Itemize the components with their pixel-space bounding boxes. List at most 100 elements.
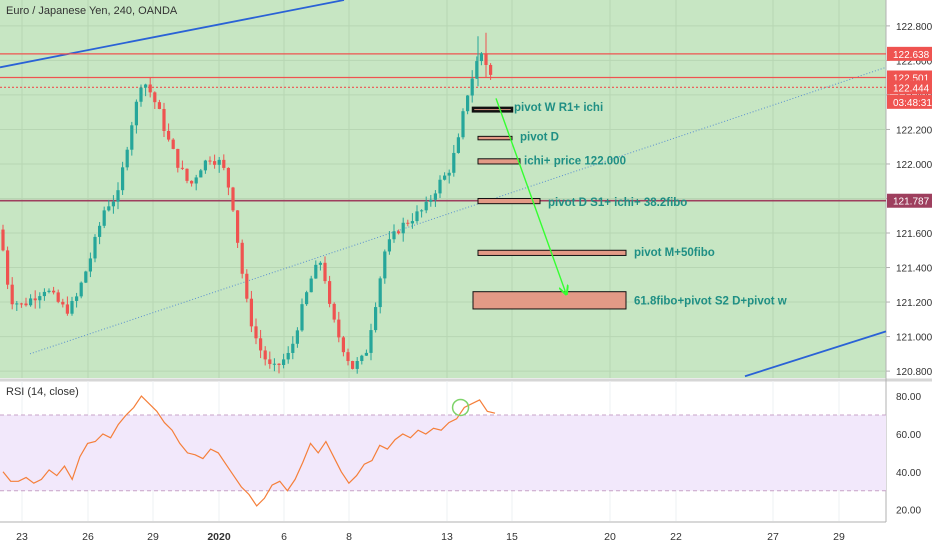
rsi-line bbox=[2, 395, 496, 507]
trend-line-1 bbox=[744, 330, 887, 378]
candle-body-57 bbox=[263, 350, 267, 360]
candle-body-77 bbox=[355, 360, 359, 369]
candle-body-31 bbox=[144, 84, 148, 88]
rsi-axis[interactable]: 80.00 60.00 40.00 20.00 bbox=[896, 392, 921, 517]
candle-body-67 bbox=[309, 278, 313, 293]
candle-body-91 bbox=[420, 210, 424, 212]
candle-body-60 bbox=[277, 363, 281, 366]
candle-body-48 bbox=[222, 159, 226, 168]
candle-body-83 bbox=[383, 251, 387, 279]
candle-body-52 bbox=[240, 242, 244, 274]
candle-body-10 bbox=[47, 290, 51, 292]
time-tick-label-1: 26 bbox=[82, 531, 94, 543]
candle-body-72 bbox=[332, 303, 336, 320]
candle-body-62 bbox=[286, 352, 290, 360]
annotation-text-3: pivot D S1+ ichi+ 38.2fibo bbox=[548, 197, 687, 209]
candle-body-34 bbox=[157, 102, 161, 109]
candle-body-15 bbox=[70, 300, 74, 314]
candle-body-7 bbox=[33, 298, 37, 301]
rsi-band-fill bbox=[0, 415, 886, 491]
candle-body-29 bbox=[134, 101, 138, 126]
candle-body-101 bbox=[466, 95, 470, 112]
price-pane[interactable] bbox=[0, 0, 886, 378]
rsi-series bbox=[2, 395, 496, 507]
candle-body-27 bbox=[125, 149, 129, 168]
candle-body-22 bbox=[102, 210, 106, 226]
price-tick-label-10: 120.800 bbox=[896, 367, 932, 378]
candle-body-71 bbox=[328, 281, 332, 304]
candle-body-24 bbox=[111, 201, 115, 207]
annotation-text-0: pivot W R1+ ichi bbox=[514, 102, 603, 114]
projection-arrow bbox=[495, 98, 566, 293]
candle-body-80 bbox=[369, 330, 373, 353]
candle-body-96 bbox=[443, 175, 447, 180]
candle-body-36 bbox=[167, 130, 171, 140]
candle-body-47 bbox=[217, 159, 221, 165]
candle-body-88 bbox=[406, 222, 410, 224]
time-tick-label-4: 6 bbox=[281, 531, 287, 543]
candle-body-92 bbox=[424, 201, 428, 211]
candle-body-98 bbox=[452, 152, 456, 173]
price-tick-label-3: 122.200 bbox=[896, 125, 932, 136]
candle-body-18 bbox=[84, 271, 88, 283]
zone-box-1 bbox=[477, 135, 513, 141]
zone-box-5 bbox=[472, 291, 627, 310]
candle-body-56 bbox=[259, 338, 263, 351]
candle-body-94 bbox=[433, 193, 437, 200]
candle-body-5 bbox=[24, 303, 28, 306]
trend-line-0 bbox=[0, 0, 345, 69]
candle-body-79 bbox=[364, 352, 368, 356]
candle-body-50 bbox=[231, 187, 235, 211]
candle-body-70 bbox=[323, 262, 327, 282]
rsi-bands bbox=[0, 414, 886, 492]
candle-body-3 bbox=[15, 303, 19, 305]
candle-body-49 bbox=[226, 167, 230, 188]
zone-box-2 bbox=[477, 158, 521, 165]
candle-body-95 bbox=[438, 179, 442, 194]
candle-body-40 bbox=[185, 168, 189, 181]
candle-body-68 bbox=[314, 264, 318, 279]
candle-body-78 bbox=[360, 355, 364, 361]
candle-body-44 bbox=[203, 160, 207, 171]
candle-body-45 bbox=[208, 160, 212, 162]
candle-body-75 bbox=[346, 352, 350, 362]
candle-body-69 bbox=[318, 262, 322, 265]
time-tick-label-6: 13 bbox=[441, 531, 453, 543]
candle-body-73 bbox=[337, 319, 341, 338]
candle-body-82 bbox=[378, 278, 382, 308]
candle-body-43 bbox=[199, 170, 203, 178]
candle-body-20 bbox=[93, 236, 97, 259]
price-label-bg-2 bbox=[887, 80, 932, 95]
candle-body-76 bbox=[351, 361, 355, 369]
target-arrow bbox=[495, 98, 566, 293]
price-label-3: 03:48:31 bbox=[893, 98, 932, 109]
annotations: pivot W R1+ ichi pivot D ichi+ price 122.0… bbox=[514, 102, 787, 307]
candle-body-61 bbox=[282, 359, 286, 366]
candle-body-53 bbox=[245, 273, 249, 299]
candle-body-19 bbox=[88, 258, 92, 272]
candle-body-104 bbox=[479, 53, 483, 62]
time-axis[interactable]: 23 26 29 2020 6 8 13 15 20 22 27 29 bbox=[16, 531, 845, 543]
candle-body-12 bbox=[56, 292, 60, 302]
zone-box-0 bbox=[471, 106, 514, 113]
candle-body-97 bbox=[447, 172, 451, 176]
candle-body-46 bbox=[213, 161, 217, 165]
candle-body-59 bbox=[272, 363, 276, 365]
candles bbox=[1, 32, 493, 374]
candle-body-102 bbox=[470, 78, 474, 96]
price-tick-label-9: 121.000 bbox=[896, 333, 932, 344]
price-label-0: 122.638 bbox=[893, 50, 930, 61]
candle-body-28 bbox=[130, 125, 134, 150]
candle-body-9 bbox=[42, 291, 46, 297]
candle-body-14 bbox=[65, 304, 69, 314]
chart-title: Euro / Japanese Yen, 240, OANDA bbox=[6, 5, 178, 17]
time-tick-label-5: 8 bbox=[346, 531, 352, 543]
candle-body-2 bbox=[10, 284, 14, 305]
candle-body-30 bbox=[139, 87, 143, 102]
candle-body-90 bbox=[415, 211, 419, 222]
candle-body-93 bbox=[429, 199, 433, 202]
candle-body-65 bbox=[300, 304, 304, 331]
annotation-text-4: pivot M+50fibo bbox=[634, 247, 715, 259]
rsi-tick-label-1: 60.00 bbox=[896, 430, 921, 441]
